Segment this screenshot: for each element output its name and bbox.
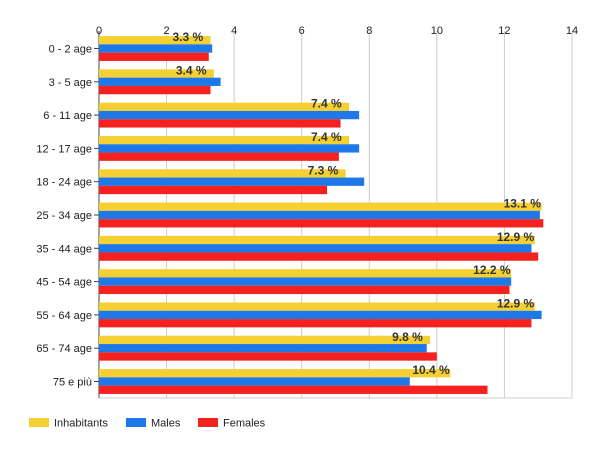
- category-label: 12 - 17 age: [36, 143, 92, 155]
- bar-females: [99, 152, 339, 161]
- bar-males: [99, 344, 427, 353]
- bar-inhabitants: [99, 69, 214, 78]
- bar-inhabitants: [99, 335, 431, 345]
- category-label: 6 - 11 age: [43, 110, 92, 122]
- bar-males: [99, 310, 542, 320]
- bar-inhabitants: [99, 169, 346, 178]
- bar-males: [99, 277, 512, 286]
- data-label: 9.8 %: [392, 330, 423, 344]
- data-label: 3.3 %: [172, 30, 203, 44]
- bar-males: [99, 144, 360, 153]
- category-label: 45 - 54 age: [36, 277, 92, 289]
- bar-females: [99, 385, 488, 394]
- bar-females: [99, 285, 510, 295]
- x-tick-label: 6: [299, 25, 305, 37]
- bar-females: [99, 252, 539, 261]
- data-label: 12.9 %: [497, 296, 535, 310]
- bar-inhabitants: [99, 235, 535, 245]
- bar-males: [99, 177, 365, 186]
- x-tick-label: 10: [431, 25, 443, 37]
- legend-label-females: Females: [223, 418, 266, 430]
- bar-females: [99, 319, 532, 328]
- bar-males: [99, 244, 532, 253]
- category-label: 65 - 74 age: [36, 343, 92, 355]
- legend-label-inhabitants: Inhabitants: [54, 418, 108, 430]
- bar-males: [99, 110, 360, 120]
- data-label: 12.2 %: [473, 263, 511, 277]
- bar-inhabitants: [99, 202, 542, 211]
- bar-inhabitants: [99, 102, 350, 111]
- bar-inhabitants: [99, 36, 211, 45]
- data-label: 7.4 %: [311, 97, 342, 111]
- bar-females: [99, 119, 341, 128]
- data-label: 7.3 %: [308, 163, 339, 177]
- x-tick-label: 8: [366, 25, 372, 37]
- legend-swatch-inhabitants: [29, 418, 49, 427]
- bar-males: [99, 44, 213, 53]
- bar-inhabitants: [99, 302, 535, 311]
- legend-swatch-males: [126, 418, 146, 427]
- bar-males: [99, 210, 540, 220]
- category-label: 0 - 2 age: [49, 44, 92, 56]
- x-tick-label: 14: [566, 25, 578, 37]
- legend: Inhabitants Males Females: [29, 418, 266, 430]
- data-label: 10.4 %: [412, 363, 450, 377]
- bar-males: [99, 77, 221, 86]
- legend-swatch-females: [198, 418, 218, 427]
- category-label: 25 - 34 age: [36, 210, 92, 222]
- bars: [99, 36, 544, 394]
- category-label: 18 - 24 age: [36, 177, 92, 189]
- bar-females: [99, 52, 209, 61]
- bar-inhabitants: [99, 269, 512, 278]
- x-axis-ticks: 0 2 4 6 8 10 12 14: [96, 25, 578, 37]
- category-label: 55 - 64 age: [36, 310, 92, 322]
- category-label: 3 - 5 age: [49, 77, 92, 89]
- data-labels: 3.3 % 3.4 % 7.4 % 7.4 % 7.3 % 13.1 % 12.9 % 12.…: [172, 30, 541, 377]
- bar-inhabitants: [99, 135, 350, 145]
- x-tick-label: 2: [164, 25, 170, 37]
- y-axis-categories: 0 - 2 age 3 - 5 age 6 - 11 age 12 - 17 age 1…: [36, 44, 99, 389]
- data-label: 3.4 %: [176, 63, 207, 77]
- bar-inhabitants: [99, 369, 451, 378]
- bar-males: [99, 377, 410, 386]
- category-label: 35 - 44 age: [36, 243, 92, 255]
- data-label: 7.4 %: [311, 130, 342, 144]
- x-tick-label: 0: [96, 25, 102, 37]
- data-label: 13.1 %: [504, 197, 542, 211]
- bar-females: [99, 352, 437, 361]
- legend-label-males: Males: [151, 418, 181, 430]
- data-label: 12.9 %: [497, 230, 535, 244]
- x-tick-label: 4: [231, 25, 237, 37]
- bar-females: [99, 85, 211, 95]
- bar-females: [99, 219, 544, 228]
- category-label: 75 e più: [53, 377, 92, 389]
- bar-females: [99, 185, 328, 195]
- x-tick-label: 12: [498, 25, 510, 37]
